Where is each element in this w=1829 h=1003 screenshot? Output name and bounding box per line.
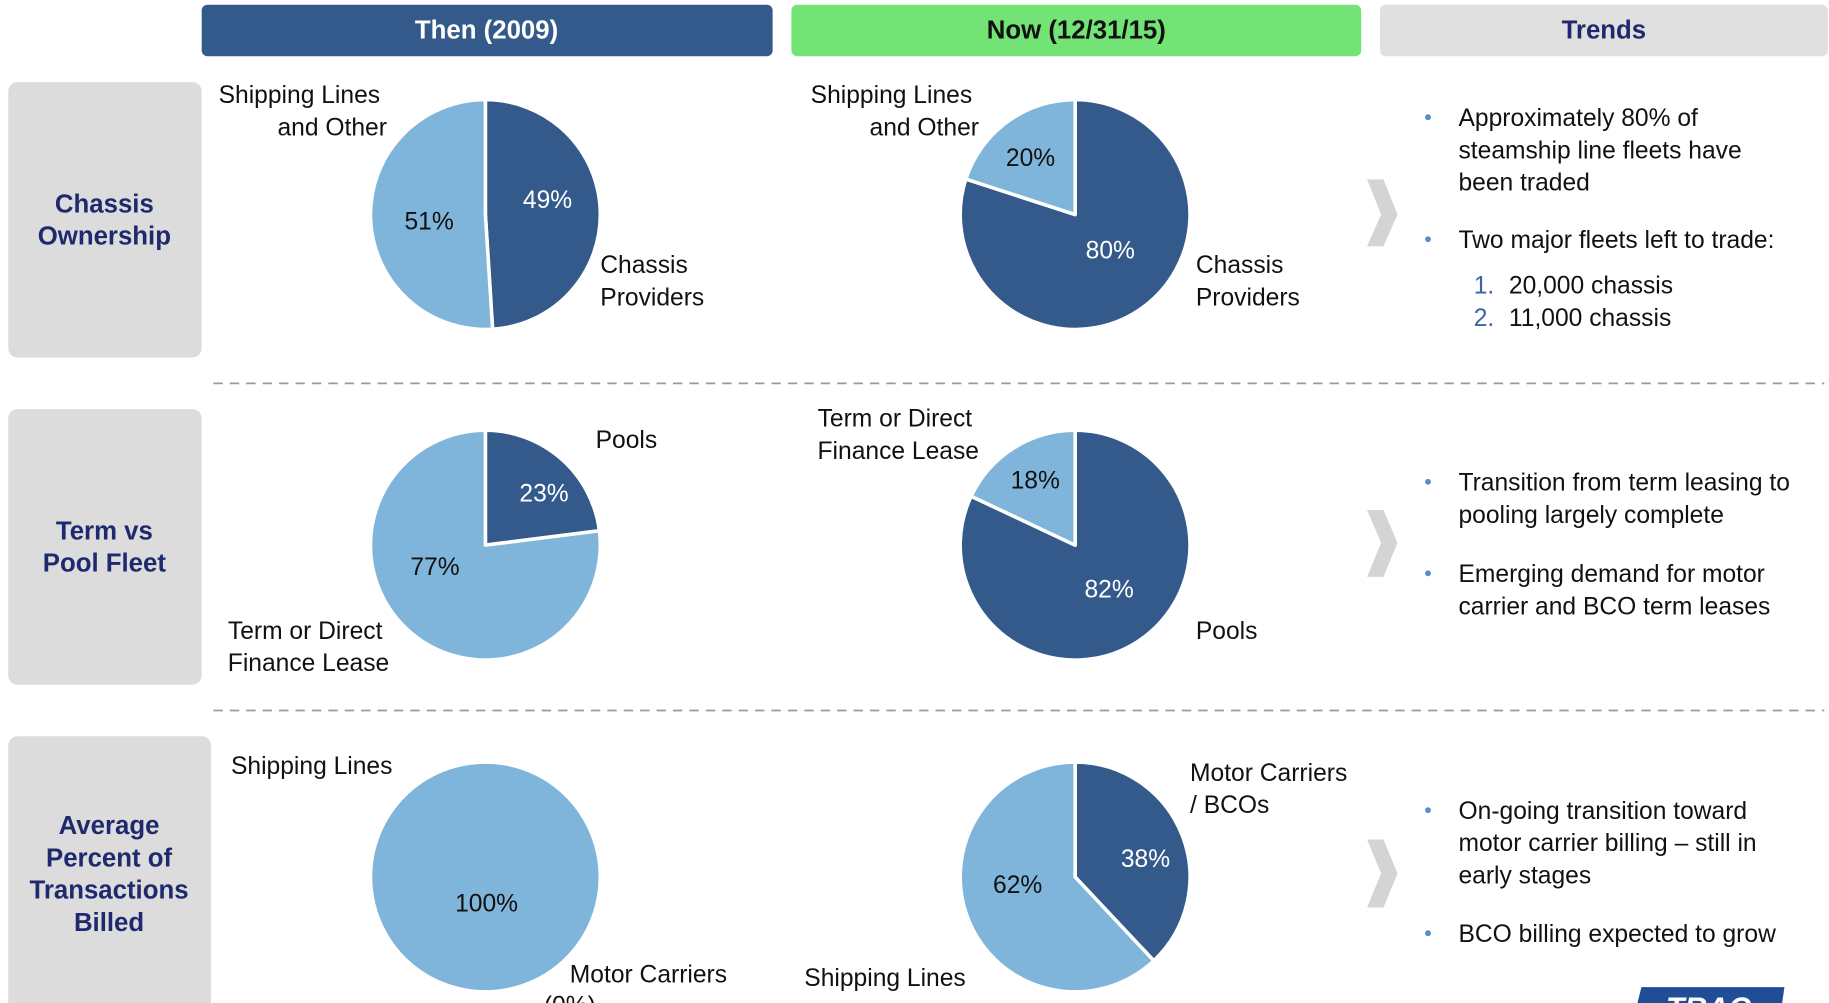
pie-slice <box>969 428 1077 547</box>
value-label: 80% <box>1086 238 1135 265</box>
bullet-text: Transition from term leasing to <box>1459 470 1790 497</box>
value-label: 62% <box>993 872 1042 899</box>
pie-slice <box>958 760 1156 994</box>
value-label: 23% <box>519 480 568 507</box>
logo-shape <box>1637 987 1785 1003</box>
value-label: 20% <box>1006 145 1055 172</box>
row-label: Ownership <box>38 223 171 251</box>
category-label: Shipping Lines <box>231 752 392 779</box>
value-label: 18% <box>1011 467 1060 494</box>
category-label: Motor Carriers <box>570 961 727 988</box>
logo: TRAC <box>1666 992 1752 1003</box>
value-label: (0%) <box>544 993 596 1003</box>
pie-slice <box>483 97 603 331</box>
pie-slice <box>368 428 603 662</box>
pie-slice <box>1073 760 1192 963</box>
bullet-text: Two major fleets left to trade: <box>1459 227 1775 254</box>
category-label: Term or Direct Finance Lease <box>228 617 389 676</box>
list-number: 1. <box>1474 273 1495 300</box>
bullet-text: steamship line fleets have <box>1459 137 1742 164</box>
category-label: Shipping Lines and Other <box>219 82 387 141</box>
bullet-text: On-going transition toward <box>1459 798 1748 825</box>
bullet-dot <box>1425 478 1431 485</box>
row-box <box>8 736 212 1003</box>
bullet-text: BCO billing expected to grow <box>1459 921 1777 948</box>
bullet-text: carrier and BCO term leases <box>1459 593 1771 620</box>
header-box <box>201 4 773 57</box>
header-text: Now (12/31/15) <box>987 16 1166 44</box>
chevron <box>1367 510 1398 577</box>
header-text: Trends <box>1562 16 1647 44</box>
value-label: 49% <box>523 187 572 214</box>
bullet-text: Emerging demand for motor <box>1459 561 1765 588</box>
category-label: Shipping Lines <box>804 964 965 991</box>
category-label: Shipping Lines and Other <box>811 82 979 141</box>
category-label: Motor Carriers / BCOs <box>1190 759 1354 818</box>
category-label: Pools <box>596 426 658 453</box>
pie-slice <box>368 97 495 332</box>
bullet-text: Approximately 80% of <box>1459 105 1699 132</box>
bullet-dot <box>1425 236 1431 243</box>
row-label: Transactions <box>30 877 189 905</box>
bullet-text: been traded <box>1459 170 1590 197</box>
value-label: 38% <box>1121 846 1170 873</box>
header-box <box>1379 4 1828 57</box>
bullet-dot <box>1425 807 1431 814</box>
category-label: Term or Direct Finance Lease <box>818 405 979 464</box>
value-label: 100% <box>455 891 518 918</box>
chevron <box>1367 839 1398 908</box>
category-label: Chassis Providers <box>1196 252 1300 311</box>
row-box <box>8 82 202 358</box>
row-label: Chassis <box>55 190 154 218</box>
list-number: 2. <box>1474 305 1495 332</box>
bullet-dot <box>1425 930 1431 937</box>
row-label: Term vs <box>56 517 153 545</box>
bullet-text: pooling largely complete <box>1459 502 1724 529</box>
chevron <box>1367 179 1398 247</box>
pie-slice <box>483 428 602 547</box>
row-label: Average <box>59 812 160 840</box>
category-label: Pools <box>1196 617 1258 644</box>
row-label: Percent of <box>46 844 172 872</box>
list-text: 20,000 chassis <box>1509 273 1673 300</box>
pie-slice <box>964 97 1077 217</box>
header-box <box>791 4 1362 57</box>
row-label: Pool Fleet <box>43 550 167 578</box>
category-label: Chassis Providers <box>600 252 704 311</box>
value-label: 82% <box>1084 576 1133 603</box>
row-label: Billed <box>74 909 144 937</box>
header-text: Then (2009) <box>415 16 558 44</box>
pie-slice <box>368 760 602 994</box>
value-label: 51% <box>404 208 453 235</box>
bullet-dot <box>1425 114 1431 121</box>
bullet-dot <box>1425 570 1431 577</box>
value-label: 77% <box>410 554 459 581</box>
bullet-text: early stages <box>1459 862 1592 889</box>
list-text: 11,000 chassis <box>1509 305 1671 332</box>
bullet-text: motor carrier billing – still in <box>1459 830 1757 857</box>
pie-slice <box>958 97 1192 332</box>
row-box <box>8 409 202 685</box>
